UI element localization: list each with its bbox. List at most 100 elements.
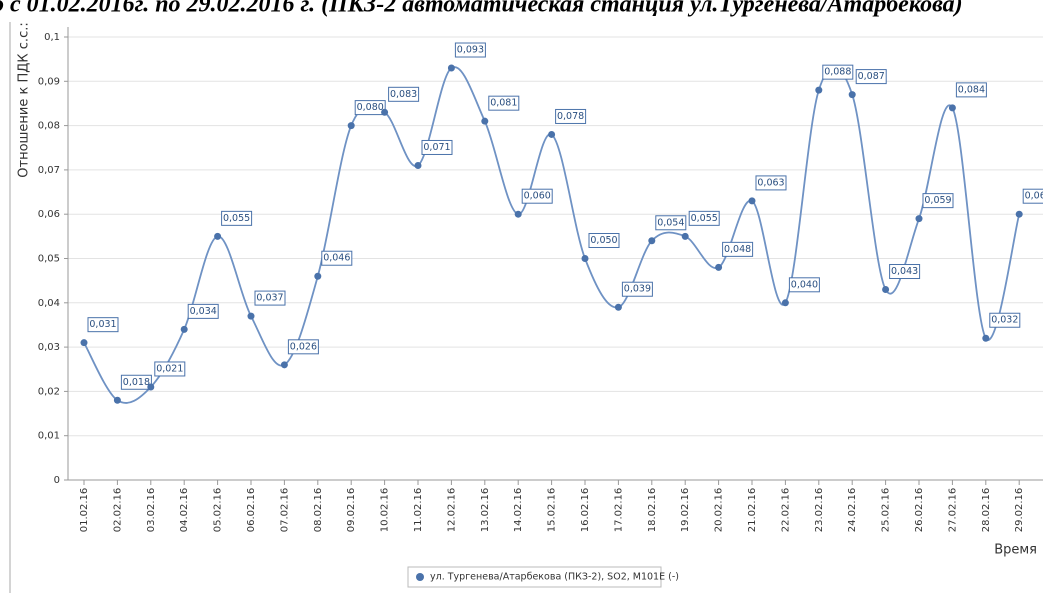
data-point — [414, 161, 422, 169]
y-tick-label: 0,03 — [38, 342, 60, 353]
data-point — [447, 64, 455, 72]
x-tick-label: 24.02.16 — [847, 488, 858, 533]
y-axis-label: Отношение к ПДК с.с.: — [17, 22, 32, 177]
data-point — [514, 210, 522, 218]
data-label-box — [521, 188, 553, 204]
data-label-box — [488, 95, 520, 111]
data-label: 0,087 — [858, 71, 885, 82]
x-tick-label: 16.02.16 — [580, 488, 591, 533]
x-tick-label: 22.02.16 — [780, 488, 791, 533]
data-label-box — [120, 374, 152, 390]
data-point — [481, 117, 489, 125]
data-point — [614, 303, 622, 311]
x-tick-label: 03.02.16 — [146, 488, 157, 533]
data-label-box — [788, 277, 820, 293]
data-point — [848, 91, 856, 99]
data-point — [715, 263, 723, 271]
x-tick-label: 17.02.16 — [613, 488, 624, 533]
data-label-box — [722, 241, 754, 257]
y-tick-label: 0 — [54, 475, 60, 486]
data-label-box — [989, 312, 1021, 328]
data-label-box — [421, 139, 453, 155]
data-label: 0,031 — [89, 319, 116, 330]
y-tick-label: 0,06 — [38, 209, 60, 220]
data-label-box — [388, 86, 420, 102]
x-tick-label: 18.02.16 — [647, 488, 658, 533]
data-label-box — [855, 69, 887, 85]
y-tick-label: 0,01 — [38, 431, 60, 442]
data-label: 0,063 — [757, 177, 784, 188]
data-label: 0,046 — [323, 253, 350, 264]
data-point — [314, 272, 322, 280]
data-label-box — [822, 64, 854, 80]
data-label-box — [688, 210, 720, 226]
x-tick-label: 05.02.16 — [213, 488, 224, 533]
data-point — [381, 108, 389, 116]
x-tick-label: 01.02.16 — [79, 488, 90, 533]
data-point — [982, 334, 990, 342]
data-label-box — [922, 193, 954, 209]
data-label: 0,080 — [357, 102, 384, 113]
series-line — [83, 66, 1021, 404]
data-label: 0,037 — [256, 293, 283, 304]
data-label: 0,055 — [691, 213, 718, 224]
data-label: 0,032 — [991, 315, 1018, 326]
data-label-box — [621, 281, 653, 297]
data-label: 0,026 — [290, 341, 317, 352]
data-label-box — [1022, 188, 1043, 204]
x-tick-label: 29.02.16 — [1014, 488, 1025, 533]
x-tick-label: 15.02.16 — [547, 488, 558, 533]
data-point — [548, 130, 556, 138]
data-point — [247, 312, 255, 320]
data-label-box — [655, 215, 687, 231]
data-label: 0,084 — [958, 84, 985, 95]
data-label-box — [187, 303, 219, 319]
data-label-box — [588, 233, 620, 248]
data-point — [648, 237, 656, 245]
data-label: 0,083 — [390, 89, 417, 100]
y-tick-label: 0,1 — [44, 32, 60, 43]
data-label: 0,055 — [223, 213, 250, 224]
data-label-box — [221, 210, 253, 226]
data-label-box — [955, 82, 987, 98]
y-tick-label: 0,05 — [38, 254, 60, 265]
x-tick-label: 20.02.16 — [714, 488, 725, 533]
data-point — [948, 104, 956, 112]
data-label: 0,093 — [457, 45, 484, 56]
x-tick-label: 09.02.16 — [346, 488, 357, 533]
data-label: 0,060 — [524, 191, 551, 202]
y-tick-label: 0,02 — [38, 386, 60, 397]
legend-label: ул. Тургенева/Атарбекова (ПКЗ-2), SO2, M… — [430, 572, 679, 583]
data-point — [781, 299, 789, 307]
legend — [407, 566, 662, 588]
y-tick-label: 0,09 — [38, 76, 60, 87]
x-tick-label: 27.02.16 — [947, 488, 958, 533]
data-label: 0,018 — [123, 377, 150, 388]
data-point — [748, 197, 756, 205]
y-tick-label: 0,08 — [38, 121, 60, 132]
data-label: 0,048 — [724, 244, 751, 255]
legend-marker — [416, 573, 424, 581]
data-label: 0,081 — [490, 98, 517, 109]
data-point — [1015, 210, 1023, 218]
x-tick-label: 19.02.16 — [680, 488, 691, 533]
data-label: 0,060 — [1025, 191, 1043, 202]
x-axis-label: Время — [994, 543, 1037, 558]
data-label: 0,088 — [824, 67, 851, 78]
data-label-box — [454, 42, 486, 58]
x-tick-label: 25.02.16 — [881, 488, 892, 533]
data-point — [113, 396, 121, 404]
data-label: 0,059 — [924, 195, 951, 206]
data-label-box — [287, 339, 319, 355]
data-label: 0,071 — [423, 142, 450, 153]
x-tick-label: 14.02.16 — [513, 488, 524, 533]
x-tick-label: 11.02.16 — [413, 488, 424, 533]
y-tick-label: 0,04 — [38, 298, 60, 309]
x-tick-label: 12.02.16 — [446, 488, 457, 533]
data-label: 0,043 — [891, 266, 918, 277]
x-tick-label: 06.02.16 — [246, 488, 257, 533]
y-tick-label: 0,07 — [38, 165, 60, 176]
x-tick-label: 10.02.16 — [380, 488, 391, 533]
data-label: 0,039 — [624, 284, 651, 295]
